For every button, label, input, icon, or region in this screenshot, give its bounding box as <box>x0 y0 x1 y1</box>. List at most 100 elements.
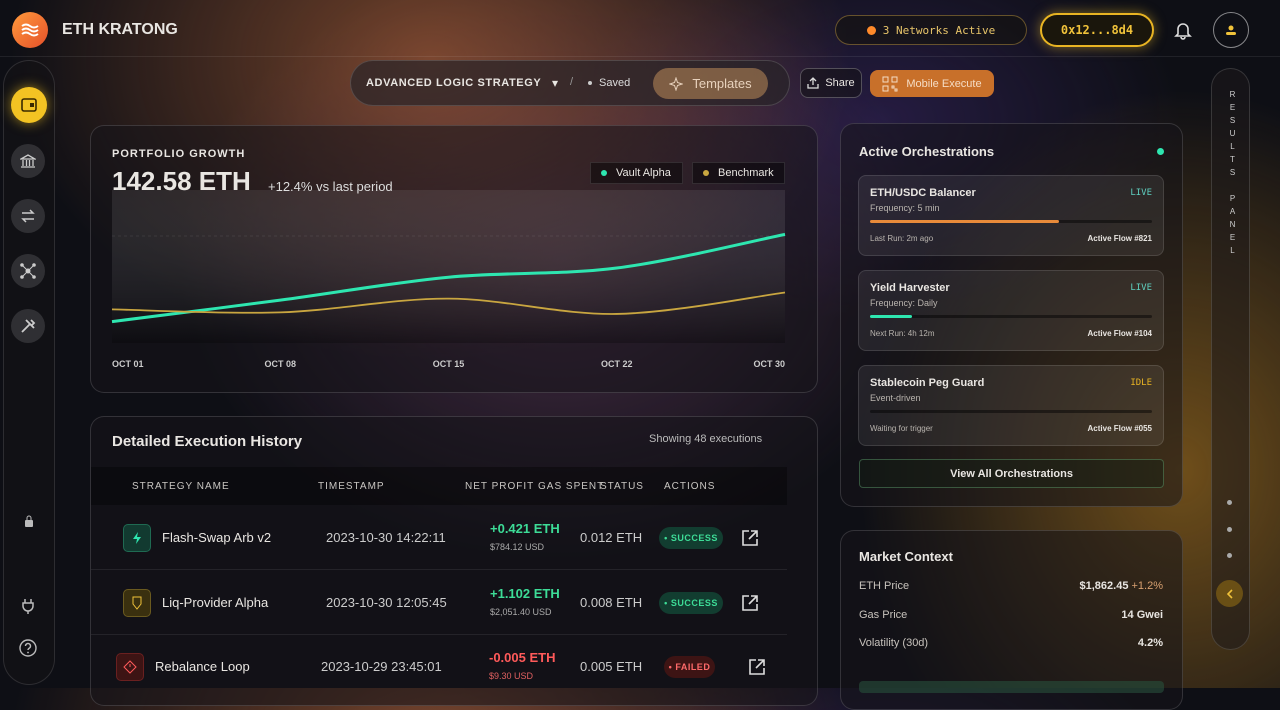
network-status[interactable]: 3 Networks Active <box>835 15 1027 45</box>
legend-item: Vault Alpha <box>590 162 683 184</box>
profit-usd: $9.30 USD <box>489 671 534 681</box>
timestamp: 2023-10-29 23:45:01 <box>321 659 442 674</box>
strategy-name: Liq-Provider Alpha <box>162 595 269 610</box>
strategy-name: Rebalance Loop <box>155 659 250 674</box>
orchestration-name: Yield Harvester <box>870 282 950 294</box>
logo[interactable] <box>12 12 48 48</box>
bank-icon <box>20 154 36 168</box>
logo-icon <box>21 23 39 37</box>
market-label: Gas Price <box>859 609 908 621</box>
legend-swatch <box>601 170 607 176</box>
market-card <box>840 530 1183 710</box>
market-value: 14 Gwei <box>1121 609 1163 621</box>
history-row[interactable] <box>91 505 787 570</box>
panel-dot <box>1227 527 1232 532</box>
orchestration-status: LIVE <box>1130 283 1152 293</box>
orchestration-frequency: Frequency: 5 min <box>870 203 940 213</box>
lock-icon[interactable] <box>23 514 35 528</box>
orchestration-frequency: Frequency: Daily <box>870 298 938 308</box>
status-badge: • FAILED <box>664 656 715 678</box>
progress-fill <box>870 220 1059 223</box>
market-label: Volatility (30d) <box>859 637 929 649</box>
nav-swap[interactable] <box>11 199 45 233</box>
chart-title: PORTFOLIO GROWTH <box>112 148 246 160</box>
status-text: SUCCESS <box>670 598 718 608</box>
bell-icon[interactable] <box>1173 20 1193 40</box>
x-tick-label: OCT 30 <box>753 359 785 369</box>
net-profit: +0.421 ETH <box>490 521 560 536</box>
orchestration-item[interactable]: Stablecoin Peg Guard IDLE Event-driven Wait… <box>858 365 1164 446</box>
strategy-name[interactable]: ADVANCED LOGIC STRATEGY <box>366 77 542 89</box>
orchestration-item[interactable]: ETH/USDC Balancer LIVE Frequency: 5 min Las… <box>858 175 1164 256</box>
shield-icon <box>132 596 142 610</box>
share-label: Share <box>825 77 855 89</box>
open-action[interactable] <box>741 529 759 547</box>
series-line <box>111 291 786 315</box>
warning-icon <box>123 660 137 674</box>
strategy-icon <box>116 653 144 681</box>
legend-swatch <box>703 170 709 176</box>
gas-spent: 0.008 ETH <box>580 595 643 610</box>
orchestrations-title: Active Orchestrations <box>859 144 995 159</box>
column-header: GAS SPENT <box>538 481 605 492</box>
status-dot: • <box>664 598 668 608</box>
nav-tools[interactable] <box>11 309 45 343</box>
eth-change: +1.2% <box>1131 580 1164 592</box>
wallet-icon <box>21 98 37 112</box>
orchestration-flow: Active Flow #055 <box>1087 424 1152 433</box>
panel-dot <box>1227 500 1232 505</box>
column-header: NET PROFIT <box>465 481 535 492</box>
strategy-caret[interactable]: ▾ <box>552 76 559 90</box>
orchestration-name: Stablecoin Peg Guard <box>870 377 985 389</box>
status-badge: • SUCCESS <box>659 592 723 614</box>
nav-bank[interactable] <box>11 144 45 178</box>
panel-dot <box>1227 553 1232 558</box>
nav-wallet[interactable] <box>11 87 47 123</box>
status-text: SUCCESS <box>670 533 718 543</box>
wallet-button[interactable]: 0x12...8d4 <box>1040 13 1154 47</box>
saved-status: Saved <box>599 77 631 89</box>
history-title: Detailed Execution History <box>112 433 303 450</box>
mobile-execute-button[interactable]: Mobile Execute <box>870 70 994 97</box>
orchestration-flow: Active Flow #104 <box>1087 329 1152 338</box>
orchestration-run: Waiting for trigger <box>870 424 933 433</box>
market-value: $1,862.45 +1.2% <box>1080 580 1164 592</box>
templates-label: Templates <box>692 76 752 91</box>
orchestration-run: Last Run: 2m ago <box>870 234 934 243</box>
open-action[interactable] <box>748 658 766 676</box>
templates-button[interactable]: Templates <box>653 68 768 99</box>
nav-network[interactable] <box>11 254 45 288</box>
legend-label: Vault Alpha <box>616 167 671 179</box>
open-action[interactable] <box>741 594 759 612</box>
chart: OCT 01 OCT 08 OCT 15 OCT 22 OCT 30 <box>111 190 786 369</box>
x-tick-label: OCT 01 <box>112 359 144 369</box>
history-count: Showing 48 executions <box>649 433 763 445</box>
progress-track <box>870 315 1152 318</box>
plug-icon[interactable] <box>19 597 37 615</box>
view-all-button[interactable]: View All Orchestrations <box>859 459 1164 488</box>
strategy-icon <box>123 524 151 552</box>
network-icon <box>20 263 36 279</box>
swap-icon <box>21 209 35 223</box>
strategy-name: Flash-Swap Arb v2 <box>162 530 272 545</box>
header-divider <box>0 56 1280 57</box>
orchestration-item[interactable]: Yield Harvester LIVE Frequency: Daily Next … <box>858 270 1164 351</box>
x-tick-label: OCT 22 <box>601 359 633 369</box>
share-button[interactable]: Share <box>800 68 862 98</box>
orchestration-status: IDLE <box>1130 378 1152 388</box>
collapse-button[interactable] <box>1216 580 1243 607</box>
brand: ETH KRATONG <box>62 21 178 38</box>
mobile-label: Mobile Execute <box>906 77 982 90</box>
plot-area <box>112 190 785 343</box>
x-tick-label: OCT 08 <box>264 359 296 369</box>
status-dot: • <box>668 662 673 672</box>
market-value: 4.2% <box>1137 637 1163 649</box>
legend-item: Benchmark <box>692 162 785 184</box>
history-row[interactable] <box>91 570 787 635</box>
orchestration-status: LIVE <box>1130 188 1152 198</box>
avatar-button[interactable] <box>1213 12 1249 48</box>
market-label: ETH Price <box>859 580 910 592</box>
live-indicator <box>1157 148 1164 155</box>
help-icon[interactable] <box>18 638 38 658</box>
